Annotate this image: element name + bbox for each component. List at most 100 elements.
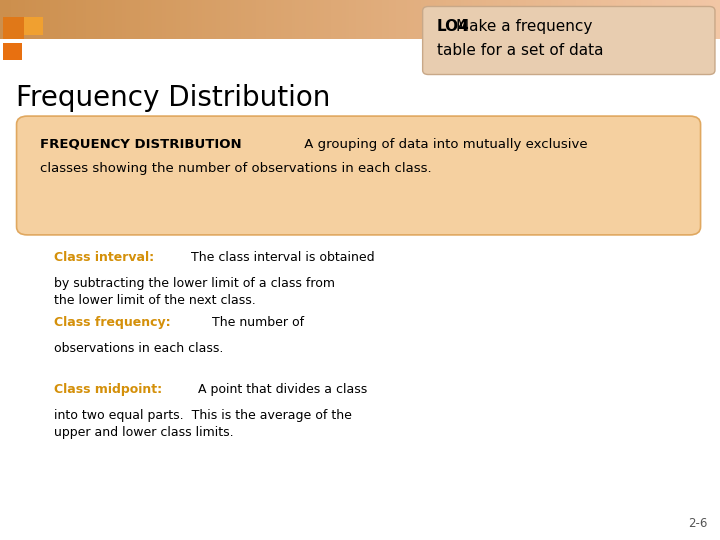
Bar bbox=[378, 0, 382, 39]
Text: Class interval:: Class interval: bbox=[54, 251, 154, 264]
Bar bbox=[299, 0, 303, 39]
Text: Make a frequency: Make a frequency bbox=[456, 19, 592, 35]
Bar bbox=[450, 0, 454, 39]
Bar bbox=[407, 0, 411, 39]
Text: A grouping of data into mutually exclusive: A grouping of data into mutually exclusi… bbox=[300, 138, 588, 151]
Bar bbox=[266, 0, 271, 39]
Bar bbox=[608, 0, 613, 39]
Bar bbox=[252, 0, 256, 39]
Text: classes showing the number of observations in each class.: classes showing the number of observatio… bbox=[40, 162, 431, 175]
Bar bbox=[522, 0, 526, 39]
Bar bbox=[284, 0, 289, 39]
Bar bbox=[464, 0, 469, 39]
Bar bbox=[295, 0, 300, 39]
Bar bbox=[662, 0, 667, 39]
Bar bbox=[11, 0, 15, 39]
Bar bbox=[212, 0, 217, 39]
Bar bbox=[83, 0, 87, 39]
Bar bbox=[508, 0, 512, 39]
Bar bbox=[626, 0, 631, 39]
Bar bbox=[356, 0, 361, 39]
Bar bbox=[482, 0, 487, 39]
Bar bbox=[364, 0, 368, 39]
FancyBboxPatch shape bbox=[423, 6, 715, 75]
Bar bbox=[601, 0, 606, 39]
Bar bbox=[277, 0, 282, 39]
Bar bbox=[104, 0, 109, 39]
Bar bbox=[396, 0, 400, 39]
Bar bbox=[274, 0, 278, 39]
Bar bbox=[112, 0, 116, 39]
Bar bbox=[227, 0, 231, 39]
Bar bbox=[230, 0, 235, 39]
Bar bbox=[637, 0, 642, 39]
Bar bbox=[47, 0, 51, 39]
Bar bbox=[169, 0, 174, 39]
Bar bbox=[511, 0, 516, 39]
Bar bbox=[166, 0, 170, 39]
Bar bbox=[148, 0, 152, 39]
Text: Frequency Distribution: Frequency Distribution bbox=[16, 84, 330, 112]
Text: FREQUENCY DISTRIBUTION: FREQUENCY DISTRIBUTION bbox=[40, 138, 241, 151]
Bar bbox=[122, 0, 127, 39]
Bar bbox=[544, 0, 548, 39]
Bar bbox=[583, 0, 588, 39]
Bar bbox=[18, 0, 22, 39]
Bar bbox=[43, 0, 48, 39]
Bar bbox=[558, 0, 562, 39]
Bar bbox=[310, 0, 314, 39]
Bar bbox=[331, 0, 336, 39]
Bar bbox=[58, 0, 62, 39]
Bar bbox=[29, 0, 33, 39]
Bar bbox=[425, 0, 429, 39]
Bar bbox=[709, 0, 714, 39]
Bar bbox=[713, 0, 717, 39]
Bar bbox=[65, 0, 69, 39]
Bar bbox=[641, 0, 645, 39]
Bar bbox=[580, 0, 584, 39]
Bar bbox=[630, 0, 634, 39]
Text: The number of: The number of bbox=[204, 316, 305, 329]
Text: Class midpoint:: Class midpoint: bbox=[54, 383, 162, 396]
Text: into two equal parts.  This is the average of the
upper and lower class limits.: into two equal parts. This is the averag… bbox=[54, 409, 352, 440]
Bar bbox=[0, 0, 4, 39]
Bar bbox=[335, 0, 339, 39]
Bar bbox=[418, 0, 422, 39]
Bar bbox=[133, 0, 138, 39]
Bar bbox=[158, 0, 163, 39]
Bar bbox=[684, 0, 688, 39]
Bar bbox=[68, 0, 73, 39]
Bar bbox=[72, 0, 76, 39]
Bar bbox=[565, 0, 570, 39]
Bar bbox=[353, 0, 357, 39]
Bar bbox=[389, 0, 393, 39]
Bar bbox=[454, 0, 458, 39]
Bar bbox=[151, 0, 156, 39]
Bar bbox=[644, 0, 649, 39]
Bar bbox=[475, 0, 480, 39]
Bar bbox=[144, 0, 148, 39]
Bar bbox=[666, 0, 670, 39]
Bar bbox=[533, 0, 537, 39]
Bar bbox=[184, 0, 188, 39]
Bar bbox=[616, 0, 620, 39]
Bar bbox=[270, 0, 274, 39]
Bar bbox=[97, 0, 102, 39]
Bar bbox=[349, 0, 354, 39]
Bar bbox=[101, 0, 105, 39]
Bar bbox=[187, 0, 192, 39]
Bar bbox=[486, 0, 490, 39]
Bar bbox=[716, 0, 720, 39]
Bar bbox=[472, 0, 476, 39]
Bar bbox=[137, 0, 141, 39]
Bar bbox=[385, 0, 390, 39]
Bar bbox=[162, 0, 166, 39]
Bar bbox=[695, 0, 699, 39]
Bar bbox=[54, 0, 58, 39]
Bar bbox=[698, 0, 703, 39]
Bar bbox=[202, 0, 206, 39]
Bar bbox=[659, 0, 663, 39]
Bar bbox=[245, 0, 249, 39]
Bar bbox=[108, 0, 112, 39]
Bar bbox=[432, 0, 436, 39]
